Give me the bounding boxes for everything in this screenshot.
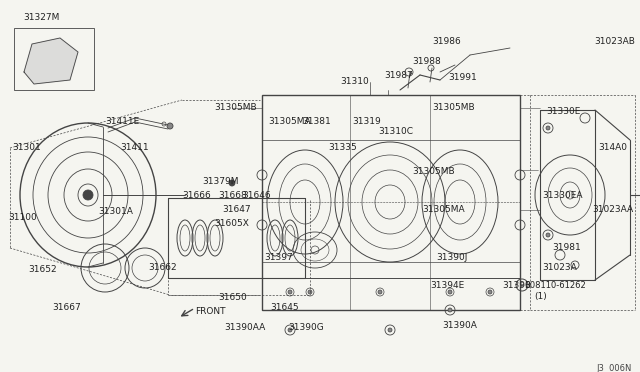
Text: 31981: 31981: [552, 244, 580, 253]
Text: 31390A: 31390A: [442, 321, 477, 330]
Circle shape: [546, 126, 550, 130]
Text: 31991: 31991: [448, 74, 477, 83]
Circle shape: [288, 328, 292, 332]
Text: 31411E: 31411E: [105, 118, 140, 126]
Circle shape: [388, 328, 392, 332]
Text: 31305MB: 31305MB: [412, 167, 454, 176]
Text: 31327M: 31327M: [23, 13, 60, 22]
Text: FRONT: FRONT: [195, 308, 225, 317]
Text: 31023AB: 31023AB: [594, 38, 635, 46]
Text: 31301: 31301: [12, 144, 41, 153]
Text: 31652: 31652: [28, 266, 56, 275]
Text: 31647: 31647: [222, 205, 251, 215]
Circle shape: [167, 123, 173, 129]
Text: 31330EA: 31330EA: [542, 190, 582, 199]
Polygon shape: [24, 38, 78, 84]
Circle shape: [546, 233, 550, 237]
Text: 31023A: 31023A: [542, 263, 577, 273]
Text: 31394E: 31394E: [430, 280, 464, 289]
Text: 31310: 31310: [340, 77, 369, 87]
Text: 31310C: 31310C: [378, 128, 413, 137]
Text: 31397: 31397: [264, 253, 292, 263]
Text: 31023AA: 31023AA: [592, 205, 633, 215]
Text: 31330E: 31330E: [546, 108, 580, 116]
Text: 31335: 31335: [328, 144, 356, 153]
Text: 31605X: 31605X: [214, 218, 249, 228]
Text: J3  006N: J3 006N: [596, 364, 632, 372]
Text: (1): (1): [534, 292, 547, 301]
Bar: [262, 278, 520, 310]
Bar: [262, 95, 520, 310]
Text: 31986: 31986: [432, 38, 461, 46]
Text: 31305MA: 31305MA: [268, 118, 310, 126]
Text: 31650: 31650: [218, 294, 247, 302]
Text: 314A0: 314A0: [598, 144, 627, 153]
Text: 31668: 31668: [218, 192, 247, 201]
Text: B08110-61262: B08110-61262: [524, 280, 586, 289]
Circle shape: [229, 180, 235, 186]
Text: 31100: 31100: [8, 214, 36, 222]
Text: 31305MB: 31305MB: [214, 103, 257, 112]
Text: 31390G: 31390G: [288, 324, 324, 333]
Text: 31411: 31411: [120, 144, 148, 153]
Text: 31390J: 31390J: [436, 253, 467, 263]
Text: 31305MB: 31305MB: [432, 103, 475, 112]
Circle shape: [488, 290, 492, 294]
Circle shape: [448, 290, 452, 294]
Text: 31379M: 31379M: [202, 177, 239, 186]
Text: 31390: 31390: [502, 280, 531, 289]
Text: 31662: 31662: [148, 263, 177, 273]
Text: 31645: 31645: [270, 304, 299, 312]
Text: 31646: 31646: [242, 192, 271, 201]
Text: 31987: 31987: [384, 71, 413, 80]
Text: 31667: 31667: [52, 304, 81, 312]
Ellipse shape: [83, 190, 93, 200]
Circle shape: [378, 290, 382, 294]
Circle shape: [448, 308, 452, 312]
Text: 31381: 31381: [302, 118, 331, 126]
Bar: [14, 28, 94, 90]
Text: 31319: 31319: [352, 118, 381, 126]
Text: 31390AA: 31390AA: [224, 324, 265, 333]
Circle shape: [288, 290, 292, 294]
Text: 31988: 31988: [412, 58, 441, 67]
Text: 31666: 31666: [182, 192, 211, 201]
Circle shape: [308, 290, 312, 294]
Text: 31301A: 31301A: [98, 208, 133, 217]
Text: B: B: [520, 282, 524, 288]
Text: 31305MA: 31305MA: [422, 205, 465, 215]
